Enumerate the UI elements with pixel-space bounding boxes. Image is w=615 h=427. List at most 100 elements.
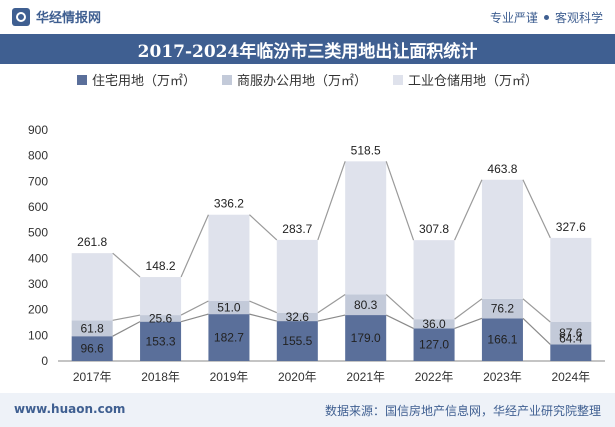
series-connector-line	[112, 314, 141, 321]
brand: 华经情报网	[12, 7, 101, 26]
series-connector-line	[180, 300, 209, 316]
legend-item-residential: 住宅用地（万㎡）	[76, 70, 196, 89]
data-label: 155.5	[282, 334, 312, 348]
x-tick-label: 2017年	[73, 370, 112, 384]
y-tick-label: 700	[28, 174, 48, 188]
series-connector-line	[522, 317, 551, 345]
y-tick-label: 0	[41, 354, 48, 368]
data-label: 261.8	[77, 235, 107, 249]
series-connector-line	[454, 179, 483, 241]
footer-website: www.huaon.com	[14, 402, 126, 416]
bar-segment	[71, 336, 113, 361]
data-label: 25.6	[149, 311, 173, 325]
series-connector-line	[385, 161, 415, 241]
series-connector-line	[249, 300, 278, 314]
legend-item-commercial: 商服办公用地（万㎡）	[221, 70, 367, 89]
legend-swatch-commercial	[221, 74, 232, 85]
slogan-left: 专业严谨	[489, 11, 538, 25]
data-label: 336.2	[214, 197, 244, 211]
y-tick-label: 900	[28, 123, 48, 137]
x-tick-label: 2021年	[346, 370, 385, 384]
bar-segment	[71, 320, 113, 337]
data-label: 61.8	[81, 321, 105, 335]
bar-segment	[345, 315, 387, 361]
data-label: 80.3	[354, 298, 378, 312]
data-label: 36.0	[422, 317, 446, 331]
series-connector-line	[385, 314, 414, 329]
y-tick-label: 100	[28, 328, 48, 342]
bar-segment	[276, 239, 318, 313]
brand-name: 华经情报网	[36, 11, 102, 26]
data-label: 283.7	[282, 222, 312, 236]
data-label: 463.8	[487, 162, 517, 176]
data-label: 64.4	[559, 331, 583, 345]
y-tick-label: 300	[28, 277, 48, 291]
data-label: 51.0	[217, 301, 241, 315]
y-tick-label: 400	[28, 251, 48, 265]
series-connector-line	[385, 294, 414, 320]
series-connector-line	[249, 214, 278, 241]
series-connector-line	[317, 314, 346, 322]
x-tick-label: 2018年	[141, 370, 180, 384]
bar-segment	[550, 321, 592, 345]
bar-segment	[71, 253, 113, 321]
bar-segment	[140, 315, 182, 322]
bar-segment	[345, 161, 387, 295]
data-label: 518.5	[351, 143, 381, 157]
chart-title: 2017-2024年临汾市三类用地出让面积统计	[137, 41, 478, 62]
data-label: 327.6	[556, 220, 586, 234]
y-tick-label: 600	[28, 200, 48, 214]
legend: 住宅用地（万㎡） 商服办公用地（万㎡） 工业仓储用地（万㎡）	[0, 70, 615, 89]
bar-segment	[140, 277, 182, 316]
data-label: 153.3	[146, 334, 176, 348]
series-connector-line	[180, 214, 209, 278]
dot-separator-icon	[543, 15, 549, 20]
data-label: 87.6	[559, 326, 583, 340]
series-connector-line	[454, 317, 483, 329]
x-tick-label: 2024年	[551, 370, 590, 384]
data-label: 96.6	[81, 342, 105, 356]
data-label: 307.8	[419, 222, 449, 236]
x-tick-label: 2019年	[210, 370, 249, 384]
bar-segment	[481, 298, 523, 319]
bar-segment	[345, 294, 387, 316]
y-tick-label: 800	[28, 149, 48, 163]
x-tick-label: 2023年	[483, 370, 522, 384]
y-tick-label: 500	[28, 226, 48, 240]
x-tick-label: 2022年	[415, 370, 454, 384]
series-connector-line	[454, 298, 483, 320]
legend-label-industrial: 工业仓储用地（万㎡）	[408, 74, 539, 89]
bar-segment	[276, 312, 318, 322]
series-connector-line	[317, 161, 346, 241]
legend-label-residential: 住宅用地（万㎡）	[91, 74, 196, 89]
data-label: 179.0	[351, 331, 381, 345]
bar-segment	[413, 328, 455, 361]
bar-segment	[140, 321, 182, 361]
footer: www.huaon.com 数据来源：国信房地产信息网，华经产业研究院整理	[0, 393, 615, 427]
slogan-right: 客观科学	[554, 11, 603, 25]
title-bar: 2017-2024年临汾市三类用地出让面积统计	[0, 34, 615, 64]
bar-segment	[481, 179, 523, 299]
bar-segment	[276, 321, 318, 361]
data-label: 76.2	[491, 302, 515, 316]
data-label: 182.7	[214, 331, 244, 345]
legend-swatch-residential	[76, 74, 87, 85]
data-label: 166.1	[487, 333, 517, 347]
data-label: 148.2	[146, 259, 176, 273]
legend-swatch-industrial	[393, 74, 403, 85]
x-tick-label: 2020年	[278, 370, 317, 384]
data-label: 127.0	[419, 338, 449, 352]
legend-item-industrial: 工业仓储用地（万㎡）	[393, 70, 538, 89]
series-connector-line	[317, 293, 346, 314]
series-connector-line	[112, 321, 141, 337]
stacked-bar-chart: 0 100 200 300 400 500 600 700 800 900 96.6 153.3 182…	[28, 123, 605, 384]
legend-label-commercial: 商服办公用地（万㎡）	[236, 74, 367, 89]
footer-source: 数据来源：国信房地产信息网，华经产业研究院整理	[324, 404, 601, 418]
series-connector-line	[522, 179, 551, 239]
brand-logo-icon	[12, 7, 30, 26]
bar-segment	[413, 240, 455, 320]
series-connector-line	[112, 252, 141, 278]
top-bar: 华经情报网 专业严谨 客观科学	[0, 0, 615, 34]
bar-segment	[413, 319, 455, 329]
bar-segment	[208, 214, 250, 302]
